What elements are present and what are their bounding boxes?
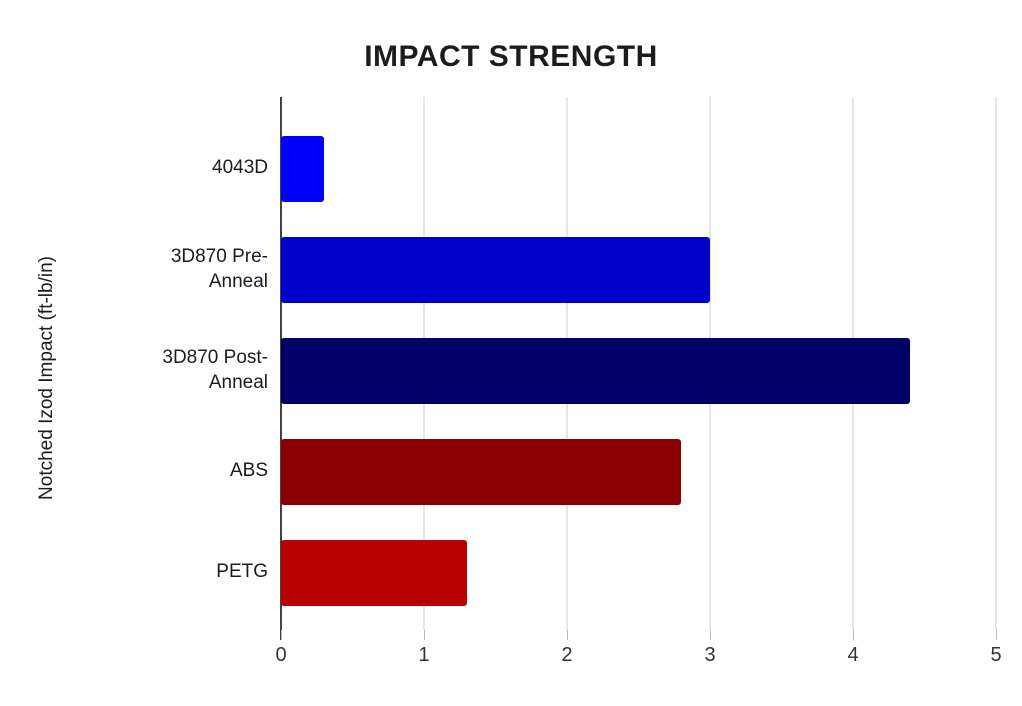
x-axis-tick-labels: 0 1 2 3 4 5 — [275, 644, 1001, 670]
bar-row: ABS — [0, 421, 996, 522]
bar-track — [281, 118, 996, 219]
x-tick-label-5: 5 — [990, 644, 1002, 666]
bar-row: PETG — [0, 522, 996, 623]
tick-mark-4 — [853, 630, 854, 640]
bar-track — [281, 320, 996, 421]
bar-abs — [281, 438, 682, 505]
x-tick-label-3: 3 — [704, 644, 716, 666]
tick-mark-3 — [710, 630, 711, 640]
bar-3d870-pre-anneal — [281, 236, 710, 303]
bar-track — [281, 219, 996, 320]
tick-mark-5 — [996, 630, 997, 640]
x-tick-label-0: 0 — [275, 644, 287, 666]
bar-row: 3D870 Post-Anneal — [0, 320, 996, 421]
bar-row: 4043D — [0, 118, 996, 219]
bar-track — [281, 522, 996, 623]
tick-mark-2 — [567, 630, 568, 640]
bar-row: 3D870 Pre-Anneal — [0, 219, 996, 320]
category-label: PETG — [216, 561, 268, 583]
bar-track — [281, 421, 996, 522]
category-label: 3D870 Pre-Anneal — [170, 246, 268, 292]
category-label: 3D870 Post-Anneal — [162, 347, 268, 393]
gridline-5 — [995, 97, 997, 630]
tick-mark-0 — [281, 630, 282, 640]
bar-4043d — [281, 135, 324, 202]
category-label: 4043D — [212, 157, 268, 179]
x-tick-label-4: 4 — [847, 644, 859, 666]
bar-3d870-post-anneal — [281, 337, 911, 404]
x-tick-label-2: 2 — [561, 644, 573, 666]
x-tick-label-1: 1 — [418, 644, 430, 666]
chart-title: IMPACT STRENGTH — [364, 40, 658, 73]
category-label: ABS — [229, 460, 268, 482]
tick-mark-1 — [424, 630, 425, 640]
bar-rows: 4043D 3D870 Pre-Anneal 3D870 Post-Anneal AB… — [0, 118, 996, 623]
bar-petg — [281, 539, 467, 606]
